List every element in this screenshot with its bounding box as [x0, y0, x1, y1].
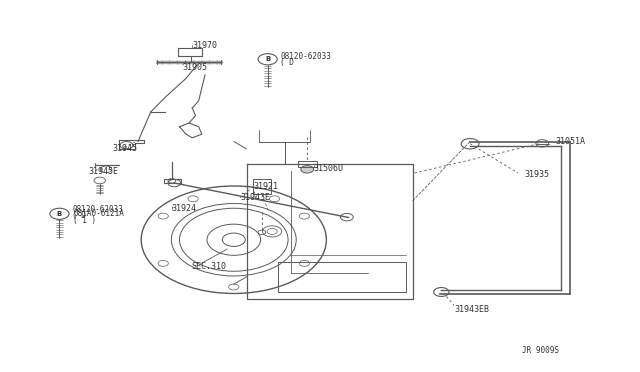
Circle shape	[434, 288, 449, 296]
Text: ( D: ( D	[280, 58, 294, 67]
Text: 081A0-6121A: 081A0-6121A	[74, 209, 124, 218]
Text: 31921: 31921	[253, 182, 278, 191]
Text: JR 9009S: JR 9009S	[522, 346, 559, 355]
Text: 31935: 31935	[524, 170, 549, 179]
Text: SEC.310: SEC.310	[191, 262, 226, 271]
Text: 31051A: 31051A	[555, 137, 585, 146]
Circle shape	[301, 166, 314, 173]
Text: ( D: ( D	[72, 211, 86, 220]
Circle shape	[461, 138, 479, 149]
Text: 08120-62033: 08120-62033	[280, 52, 332, 61]
Text: 31905: 31905	[182, 63, 208, 72]
Text: 31945E: 31945E	[89, 167, 119, 176]
Text: 31943E: 31943E	[240, 193, 270, 202]
Bar	[253, 179, 271, 194]
Text: B: B	[57, 211, 62, 217]
Text: 08120-62033: 08120-62033	[72, 205, 123, 214]
Text: 31506U: 31506U	[314, 164, 344, 173]
Text: ( 1 ): ( 1 )	[74, 216, 97, 225]
Text: 31943EB: 31943EB	[454, 305, 489, 314]
Text: 31970: 31970	[192, 41, 217, 50]
Text: 31924: 31924	[172, 205, 197, 214]
Text: 31945: 31945	[113, 144, 138, 153]
Text: B: B	[265, 56, 270, 62]
